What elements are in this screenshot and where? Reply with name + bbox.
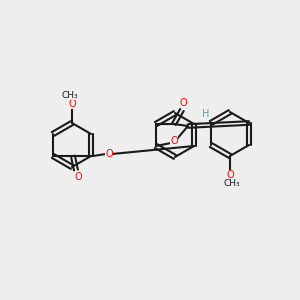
Text: CH₃: CH₃ [224, 179, 240, 188]
Text: O: O [226, 170, 234, 180]
Text: O: O [68, 99, 76, 109]
Text: O: O [74, 172, 82, 182]
Text: CH₃: CH₃ [62, 91, 78, 100]
Text: O: O [170, 136, 178, 146]
Text: H: H [202, 109, 210, 119]
Text: O: O [179, 98, 187, 108]
Text: O: O [105, 149, 113, 159]
